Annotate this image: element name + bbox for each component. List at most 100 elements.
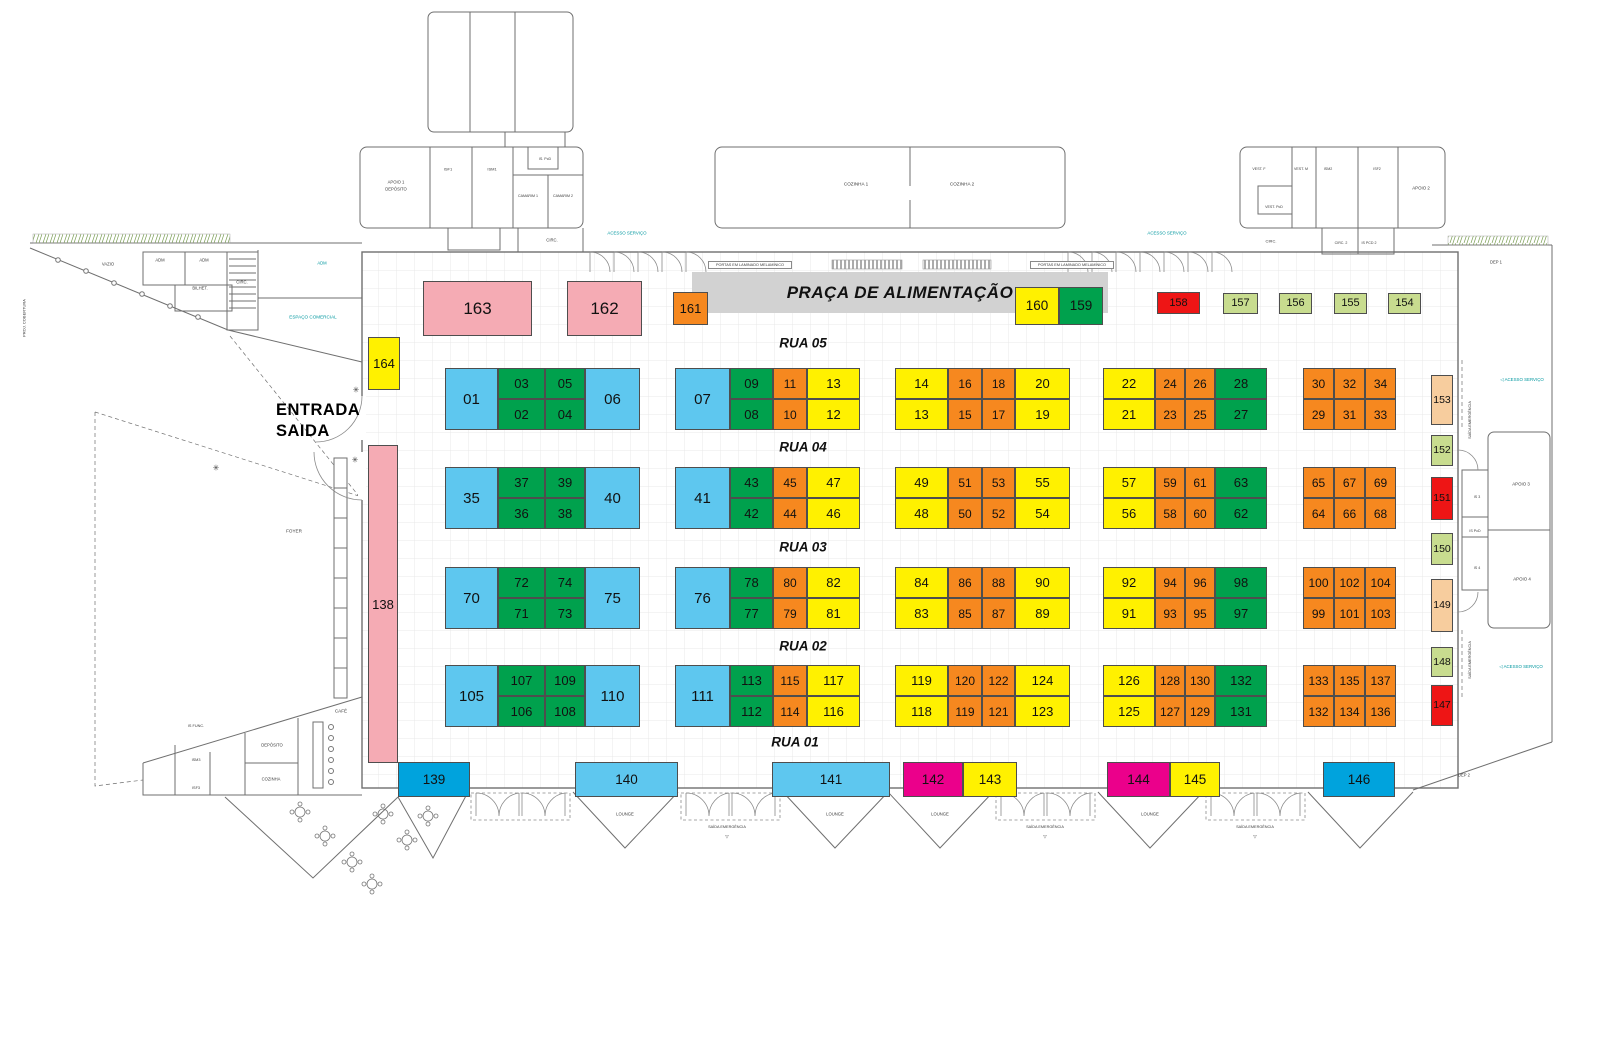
- booth-59[interactable]: 59: [1155, 467, 1185, 498]
- booth-79[interactable]: 79: [773, 598, 807, 629]
- booth-108[interactable]: 108: [545, 696, 585, 727]
- booth-97[interactable]: 97: [1215, 598, 1267, 629]
- booth-112[interactable]: 112: [730, 696, 773, 727]
- booth-104[interactable]: 104: [1365, 567, 1396, 598]
- booth-119[interactable]: 119: [948, 696, 982, 727]
- booth-154[interactable]: 154: [1388, 293, 1421, 314]
- booth-146[interactable]: 146: [1323, 762, 1395, 797]
- booth-148[interactable]: 148: [1431, 647, 1453, 677]
- booth-113[interactable]: 113: [730, 665, 773, 696]
- booth-15[interactable]: 15: [948, 399, 982, 430]
- booth-34[interactable]: 34: [1365, 368, 1396, 399]
- booth-55[interactable]: 55: [1015, 467, 1070, 498]
- booth-147[interactable]: 147: [1431, 685, 1453, 726]
- booth-161[interactable]: 161: [673, 292, 708, 325]
- booth-61[interactable]: 61: [1185, 467, 1215, 498]
- booth-29[interactable]: 29: [1303, 399, 1334, 430]
- booth-110[interactable]: 110: [585, 665, 640, 727]
- booth-25[interactable]: 25: [1185, 399, 1215, 430]
- booth-101[interactable]: 101: [1334, 598, 1365, 629]
- booth-90[interactable]: 90: [1015, 567, 1070, 598]
- booth-06[interactable]: 06: [585, 368, 640, 430]
- booth-160[interactable]: 160: [1015, 287, 1059, 325]
- booth-123[interactable]: 123: [1015, 696, 1070, 727]
- booth-35[interactable]: 35: [445, 467, 498, 529]
- booth-22[interactable]: 22: [1103, 368, 1155, 399]
- booth-118[interactable]: 118: [895, 696, 948, 727]
- booth-01[interactable]: 01: [445, 368, 498, 430]
- booth-47[interactable]: 47: [807, 467, 860, 498]
- booth-03[interactable]: 03: [498, 368, 545, 399]
- booth-14[interactable]: 14: [895, 368, 948, 399]
- booth-12[interactable]: 12: [807, 399, 860, 430]
- booth-122[interactable]: 122: [982, 665, 1015, 696]
- booth-54[interactable]: 54: [1015, 498, 1070, 529]
- booth-70[interactable]: 70: [445, 567, 498, 629]
- booth-65[interactable]: 65: [1303, 467, 1334, 498]
- booth-106[interactable]: 106: [498, 696, 545, 727]
- booth-158[interactable]: 158: [1157, 292, 1200, 314]
- booth-102[interactable]: 102: [1334, 567, 1365, 598]
- booth-111[interactable]: 111: [675, 665, 730, 727]
- booth-39[interactable]: 39: [545, 467, 585, 498]
- booth-86[interactable]: 86: [948, 567, 982, 598]
- booth-117[interactable]: 117: [807, 665, 860, 696]
- booth-151[interactable]: 151: [1431, 477, 1453, 520]
- booth-77[interactable]: 77: [730, 598, 773, 629]
- booth-73[interactable]: 73: [545, 598, 585, 629]
- booth-40[interactable]: 40: [585, 467, 640, 529]
- booth-133[interactable]: 133: [1303, 665, 1334, 696]
- booth-04[interactable]: 04: [545, 399, 585, 430]
- booth-100[interactable]: 100: [1303, 567, 1334, 598]
- booth-53[interactable]: 53: [982, 467, 1015, 498]
- booth-80[interactable]: 80: [773, 567, 807, 598]
- booth-13[interactable]: 13: [895, 399, 948, 430]
- booth-52[interactable]: 52: [982, 498, 1015, 529]
- booth-36[interactable]: 36: [498, 498, 545, 529]
- booth-88[interactable]: 88: [982, 567, 1015, 598]
- booth-103[interactable]: 103: [1365, 598, 1396, 629]
- booth-129[interactable]: 129: [1185, 696, 1215, 727]
- booth-85[interactable]: 85: [948, 598, 982, 629]
- booth-67[interactable]: 67: [1334, 467, 1365, 498]
- booth-95[interactable]: 95: [1185, 598, 1215, 629]
- booth-60[interactable]: 60: [1185, 498, 1215, 529]
- booth-137[interactable]: 137: [1365, 665, 1396, 696]
- booth-43[interactable]: 43: [730, 467, 773, 498]
- booth-75[interactable]: 75: [585, 567, 640, 629]
- booth-83[interactable]: 83: [895, 598, 948, 629]
- booth-81[interactable]: 81: [807, 598, 860, 629]
- booth-152[interactable]: 152: [1431, 435, 1453, 466]
- booth-124[interactable]: 124: [1015, 665, 1070, 696]
- booth-69[interactable]: 69: [1365, 467, 1396, 498]
- booth-08[interactable]: 08: [730, 399, 773, 430]
- booth-46[interactable]: 46: [807, 498, 860, 529]
- booth-63[interactable]: 63: [1215, 467, 1267, 498]
- booth-57[interactable]: 57: [1103, 467, 1155, 498]
- booth-72[interactable]: 72: [498, 567, 545, 598]
- booth-98[interactable]: 98: [1215, 567, 1267, 598]
- booth-162[interactable]: 162: [567, 281, 642, 336]
- booth-27[interactable]: 27: [1215, 399, 1267, 430]
- booth-51[interactable]: 51: [948, 467, 982, 498]
- booth-66[interactable]: 66: [1334, 498, 1365, 529]
- booth-42[interactable]: 42: [730, 498, 773, 529]
- booth-18[interactable]: 18: [982, 368, 1015, 399]
- booth-23[interactable]: 23: [1155, 399, 1185, 430]
- booth-153[interactable]: 153: [1431, 375, 1453, 425]
- booth-140[interactable]: 140: [575, 762, 678, 797]
- booth-58[interactable]: 58: [1155, 498, 1185, 529]
- booth-28[interactable]: 28: [1215, 368, 1267, 399]
- booth-07[interactable]: 07: [675, 368, 730, 430]
- booth-163[interactable]: 163: [423, 281, 532, 336]
- booth-19[interactable]: 19: [1015, 399, 1070, 430]
- booth-141[interactable]: 141: [772, 762, 890, 797]
- booth-164[interactable]: 164: [368, 337, 400, 390]
- booth-126[interactable]: 126: [1103, 665, 1155, 696]
- booth-64[interactable]: 64: [1303, 498, 1334, 529]
- booth-144[interactable]: 144: [1107, 762, 1170, 797]
- booth-115[interactable]: 115: [773, 665, 807, 696]
- booth-87[interactable]: 87: [982, 598, 1015, 629]
- booth-116[interactable]: 116: [807, 696, 860, 727]
- booth-44[interactable]: 44: [773, 498, 807, 529]
